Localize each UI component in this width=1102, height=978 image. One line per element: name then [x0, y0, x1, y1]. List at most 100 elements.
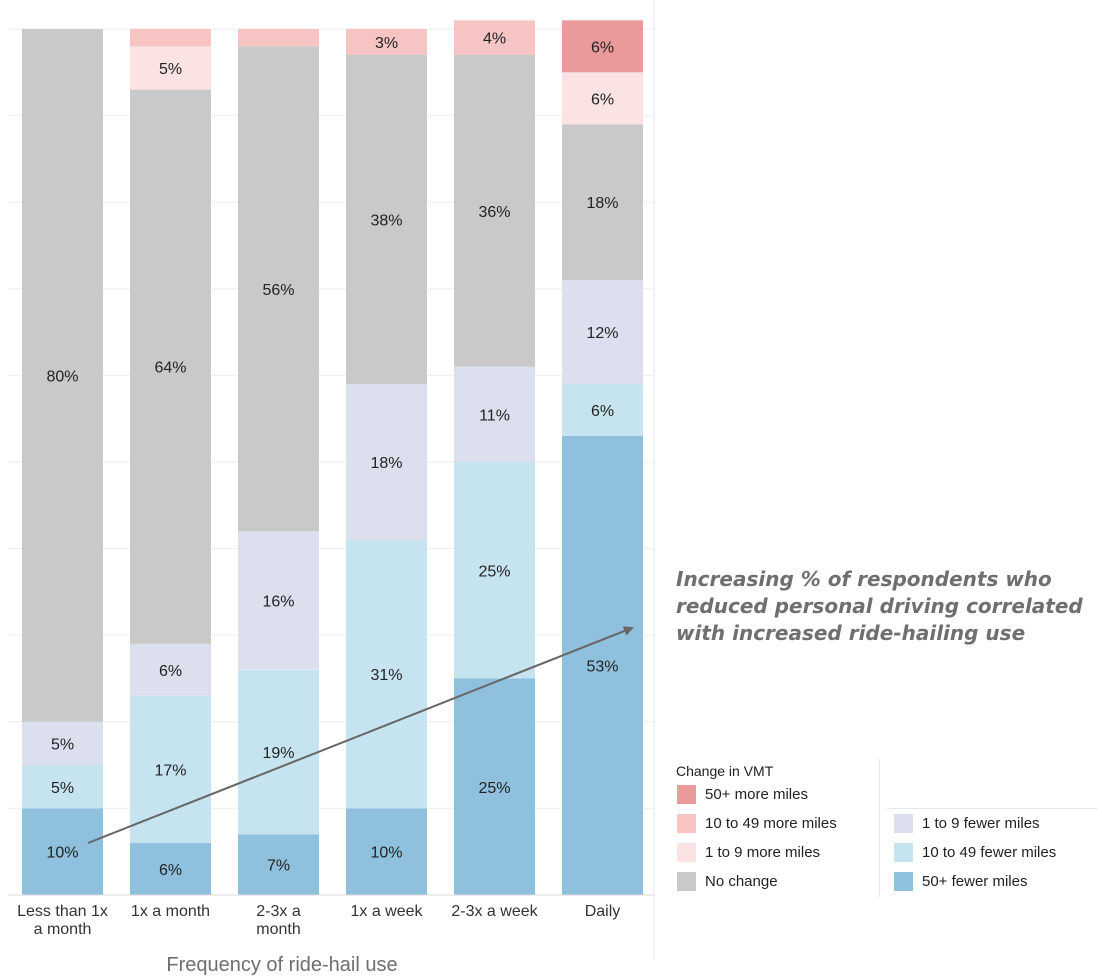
bar-value-label: 19% — [262, 745, 294, 762]
bar-segment — [562, 72, 643, 125]
bar-value-label: 6% — [159, 663, 182, 680]
bar-segment — [238, 834, 319, 895]
legend-column-increase: 50+ more miles 10 to 49 more miles 1 to … — [677, 780, 837, 896]
annotation-text: Increasing % of respondents who reduced … — [676, 566, 1102, 647]
bar-segment — [22, 29, 103, 722]
bar-value-label: 6% — [591, 39, 614, 56]
bar-value-label: 6% — [591, 403, 614, 420]
legend-label: 10 to 49 fewer miles — [922, 844, 1057, 861]
bar-segment — [454, 54, 535, 367]
bar-value-label: 56% — [262, 282, 294, 299]
bar-segment — [238, 46, 319, 532]
bar-value-label: 10% — [370, 845, 402, 862]
bar-value-label: 53% — [586, 659, 618, 676]
bar-segment — [130, 843, 211, 895]
legend-swatch — [894, 872, 913, 891]
bar-segment — [562, 280, 643, 385]
bar-value-label: 6% — [591, 91, 614, 108]
bar-value-label: 3% — [375, 35, 398, 52]
bar-value-label: 10% — [46, 845, 78, 862]
annotation-line: Increasing % of respondents who — [676, 567, 1052, 591]
bar-segment — [454, 366, 535, 462]
annotation-line: reduced personal driving correlated — [676, 594, 1083, 618]
bar-value-label: 80% — [46, 368, 78, 385]
legend-label: 10 to 49 more miles — [705, 815, 837, 832]
bar-segment — [130, 89, 211, 644]
bar-value-label: 36% — [478, 204, 510, 221]
legend-item: 10 to 49 more miles — [677, 809, 837, 838]
bars — [22, 20, 643, 895]
bar-value-label: 12% — [586, 325, 618, 342]
bar-value-label: 7% — [267, 858, 290, 875]
legend-swatch — [677, 785, 696, 804]
legend-label: 1 to 9 more miles — [705, 844, 821, 861]
bar-segment — [454, 462, 535, 679]
bar-value-labels: 10% 5% 5% 80% 6% 17% 6% 64% 5% 7% 19% 16% 56% 10% 31% 1… — [46, 31, 618, 879]
bar-segment — [130, 46, 211, 90]
bar-segment — [130, 29, 211, 47]
bar-segment — [346, 54, 427, 385]
legend-item: 50+ fewer miles — [894, 867, 1056, 896]
bar-segment — [346, 384, 427, 540]
bar-value-label: 6% — [159, 862, 182, 879]
bar-segment — [562, 124, 643, 281]
bar-value-label: 5% — [159, 61, 182, 78]
x-tick-labels: Less than 1x a month 1x a month 2-3x a month… — [17, 903, 620, 938]
bar-value-label: 5% — [51, 736, 74, 753]
legend-label: No change — [705, 873, 778, 890]
bar-segment — [22, 808, 103, 895]
bar-segment — [346, 539, 427, 809]
bar-value-label: 11% — [479, 407, 510, 424]
x-axis-title: Frequency of ride-hail use — [166, 954, 397, 976]
legend-swatch — [677, 872, 696, 891]
bar-value-label: 5% — [51, 780, 74, 797]
bar-segment — [238, 669, 319, 835]
bar-segment — [454, 20, 535, 55]
legend-item: 10 to 49 fewer miles — [894, 838, 1056, 867]
legend-item: 1 to 9 more miles — [677, 838, 837, 867]
legend-item: No change — [677, 867, 837, 896]
x-tick-label: 2-3x a week — [451, 903, 538, 920]
legend-item: 50+ more miles — [677, 780, 837, 809]
x-tick-label: 1x a month — [131, 903, 210, 920]
legend-box — [669, 759, 880, 897]
bar-value-label: 17% — [154, 762, 186, 779]
legend-label: 1 to 9 fewer miles — [922, 815, 1040, 832]
legend-column-decrease: 1 to 9 fewer miles 10 to 49 fewer miles … — [894, 809, 1056, 896]
legend-swatch — [677, 814, 696, 833]
bar-segment — [346, 808, 427, 895]
x-tick-label: Less than 1x a month — [17, 903, 108, 938]
bar-value-label: 25% — [478, 563, 510, 580]
bar-value-label: 18% — [586, 195, 618, 212]
x-tick-label: 2-3x a month — [256, 903, 301, 938]
bar-segment — [22, 721, 103, 766]
bar-value-label: 31% — [370, 667, 402, 684]
bar-value-label: 16% — [262, 594, 294, 611]
bar-segment — [562, 384, 643, 437]
legend-swatch — [894, 814, 913, 833]
x-tick-label: Daily — [585, 903, 621, 920]
bar-value-label: 4% — [483, 31, 506, 48]
bar-segment — [562, 436, 643, 895]
bar-segment — [130, 643, 211, 696]
bar-segment — [454, 678, 535, 895]
legend-swatch — [894, 843, 913, 862]
trend-arrow — [87, 626, 634, 844]
bar-segment — [562, 20, 643, 73]
legend-title: Change in VMT — [676, 763, 774, 779]
annotation-line: with increased ride-hailing use — [676, 621, 1026, 645]
gridlines — [8, 28, 654, 896]
bar-segment — [346, 29, 427, 55]
bar-segment — [238, 29, 319, 47]
bar-value-label: 25% — [478, 780, 510, 797]
x-tick-label: 1x a week — [350, 903, 423, 920]
legend-box — [887, 808, 1097, 898]
legend-item: 1 to 9 fewer miles — [894, 809, 1056, 838]
legend-label: 50+ more miles — [705, 786, 808, 803]
bar-segment — [22, 765, 103, 809]
bar-value-label: 38% — [370, 213, 402, 230]
bar-value-label: 64% — [154, 360, 186, 377]
bar-segment — [130, 695, 211, 844]
legend-label: 50+ fewer miles — [922, 873, 1028, 890]
